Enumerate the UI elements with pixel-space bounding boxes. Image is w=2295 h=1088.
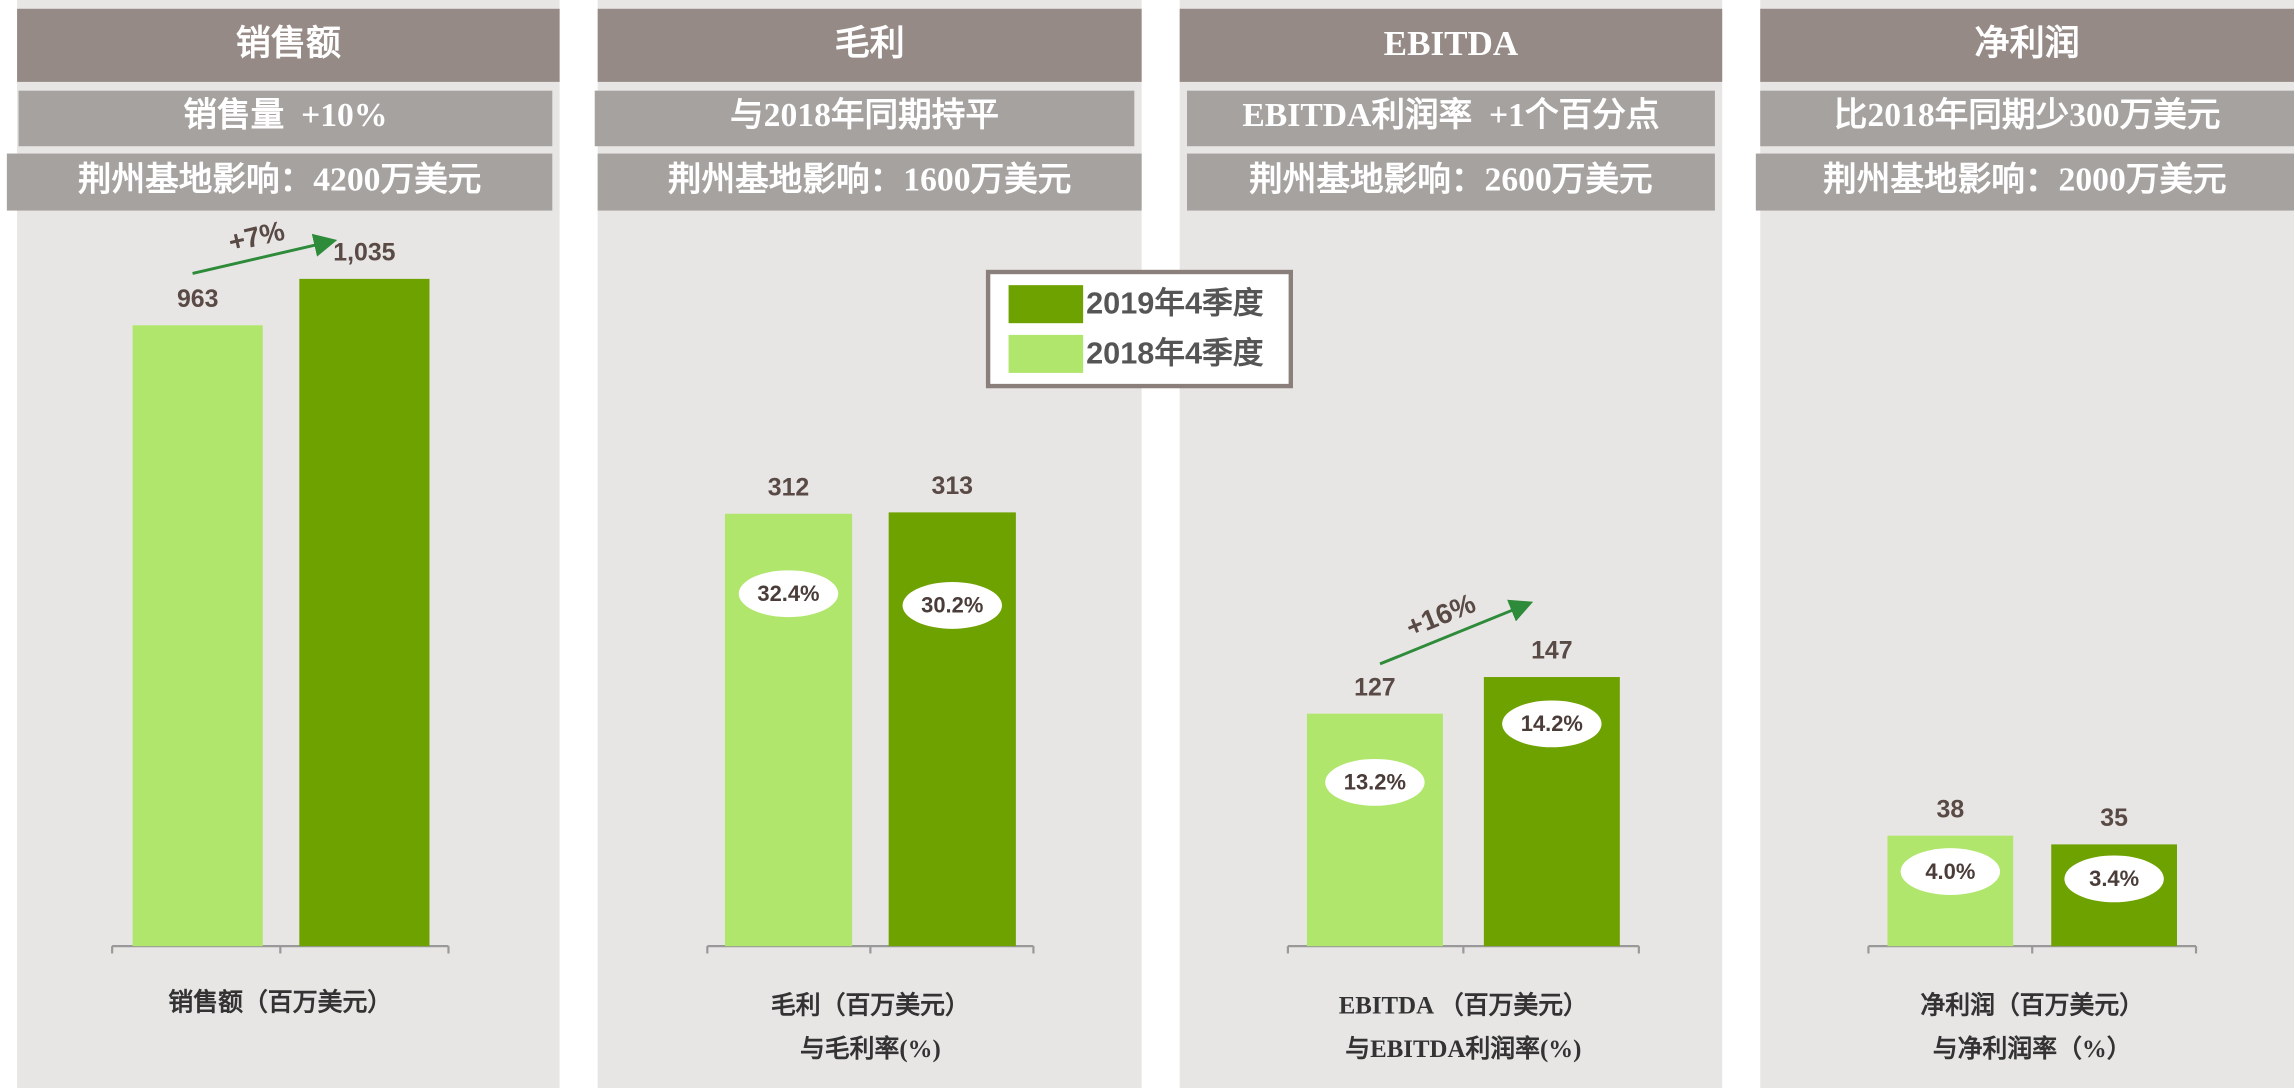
header-bar — [1760, 8, 2294, 82]
value-label: 312 — [768, 473, 809, 501]
legend-swatch — [1008, 334, 1084, 373]
panel-title: EBITDA — [1384, 24, 1519, 63]
value-label: 127 — [1354, 673, 1395, 701]
subtitle: 比2018年同期少300万美元 — [1834, 96, 2221, 134]
margin-label: 3.4% — [2089, 866, 2139, 891]
panel-title: 毛利 — [835, 24, 905, 63]
x-axis-label: 与EBITDA利润率(%) — [1345, 1034, 1581, 1063]
growth-arrow — [192, 233, 338, 275]
value-label: 147 — [1531, 637, 1572, 665]
margin-label: 30.2% — [921, 593, 983, 618]
subtitle: 荆州基地影响：4200万美元 — [78, 161, 481, 199]
subtitle: 荆州基地影响：2000万美元 — [1823, 161, 2227, 199]
x-axis-label: 销售额（百万美元） — [168, 987, 392, 1016]
subtitle: 荆州基地影响：1600万美元 — [668, 161, 1072, 199]
subtitle: 销售量 +10% — [183, 96, 387, 134]
legend-label: 2019年4季度 — [1086, 286, 1264, 321]
margin-bubble — [1502, 700, 1602, 748]
value-label: 1,035 — [333, 239, 395, 267]
bar — [299, 278, 430, 947]
subtitle: 与2018年同期持平 — [730, 96, 999, 134]
legend-label: 2018年4季度 — [1086, 335, 1264, 370]
subtitle-bar — [6, 153, 553, 211]
subtitle-bar — [1186, 153, 1715, 211]
x-axis-label: 毛利（百万美元） — [771, 990, 970, 1019]
value-label: 313 — [932, 472, 973, 500]
x-axis-label: EBITDA （百万美元） — [1339, 990, 1588, 1019]
margin-label: 14.2% — [1521, 711, 1583, 736]
header-bar — [1179, 8, 1723, 82]
panel-title: 净利润 — [1974, 24, 2079, 63]
margin-bubble — [2064, 855, 2164, 903]
bar — [132, 325, 263, 947]
growth-arrow — [1379, 599, 1534, 666]
margin-label: 4.0% — [1925, 859, 1975, 884]
margin-label: 32.4% — [757, 581, 819, 606]
subtitle: EBITDA利润率 +1个百分点 — [1242, 96, 1659, 134]
subtitle-bar — [594, 90, 1135, 147]
x-axis-label: 与净利润率（%） — [1933, 1034, 2132, 1063]
value-label: 35 — [2100, 804, 2128, 832]
margin-bubble — [738, 570, 839, 618]
margin-bubble — [1900, 848, 2001, 895]
value-label: 963 — [177, 285, 218, 313]
x-axis-label: 与毛利率(%) — [800, 1034, 941, 1063]
header-bar — [17, 8, 560, 82]
subtitle-bar — [18, 90, 553, 147]
legend-swatch — [1008, 285, 1084, 324]
x-axis-label: 净利润（百万美元） — [1920, 990, 2144, 1019]
panel-title: 销售额 — [236, 24, 341, 63]
subtitle-bar — [1186, 90, 1715, 147]
bar — [1306, 713, 1443, 947]
subtitle-bar — [1755, 153, 2294, 211]
header-bar — [597, 8, 1142, 82]
bar — [888, 512, 1016, 947]
margin-bubble — [902, 582, 1002, 629]
value-label: 38 — [1937, 795, 1965, 823]
subtitle: 荆州基地影响：2600万美元 — [1249, 161, 1653, 199]
margin-label: 13.2% — [1344, 770, 1406, 795]
margin-bubble — [1325, 758, 1425, 806]
subtitle-bar — [1760, 90, 2294, 147]
subtitle-bar — [597, 153, 1142, 211]
